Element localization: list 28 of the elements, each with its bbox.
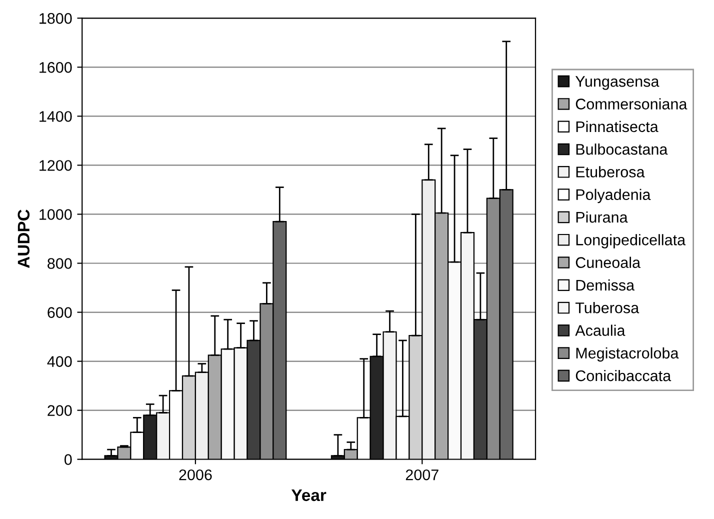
x-axis-title: Year	[291, 489, 326, 502]
legend-label: Polyadenia	[576, 188, 651, 204]
y-axis-title: AUDPC	[18, 210, 30, 268]
legend-label: Conicibaccata	[576, 370, 672, 382]
y-tick-label: 200	[48, 405, 72, 416]
legend-label: Megistacroloba	[576, 347, 679, 362]
legend-label: Piurana	[576, 211, 628, 223]
legend-label: Commersoniana	[576, 98, 688, 110]
legend-label: Acaulia	[575, 324, 626, 336]
y-tick-label: 0	[64, 454, 72, 465]
legend-label: Tuberosa	[575, 302, 640, 314]
y-tick-label: 600	[48, 307, 72, 318]
legend-label: Bulbocastana	[576, 144, 668, 155]
legend-label: Yungasensa	[575, 76, 660, 90]
y-tick-label: 400	[47, 356, 72, 367]
x-tick-label: 2006	[179, 469, 212, 480]
y-tick-label: 1200	[40, 160, 72, 171]
x-tick-label: 2007	[406, 469, 438, 480]
legend-label: Pinnatisecta	[576, 120, 658, 132]
y-tick-label: 1600	[40, 62, 72, 73]
legend-label: Demissa	[576, 279, 635, 291]
legend-label: Cuneoala	[576, 256, 641, 268]
y-tick-label: 1000	[40, 209, 72, 220]
y-tick-label: 1800	[40, 13, 72, 24]
legend-label: Etuberosa	[576, 166, 645, 178]
y-tick-label: 1400	[40, 111, 72, 122]
legend-label: Longipedicellata	[576, 234, 686, 248]
y-tick-label: 800	[48, 258, 72, 269]
